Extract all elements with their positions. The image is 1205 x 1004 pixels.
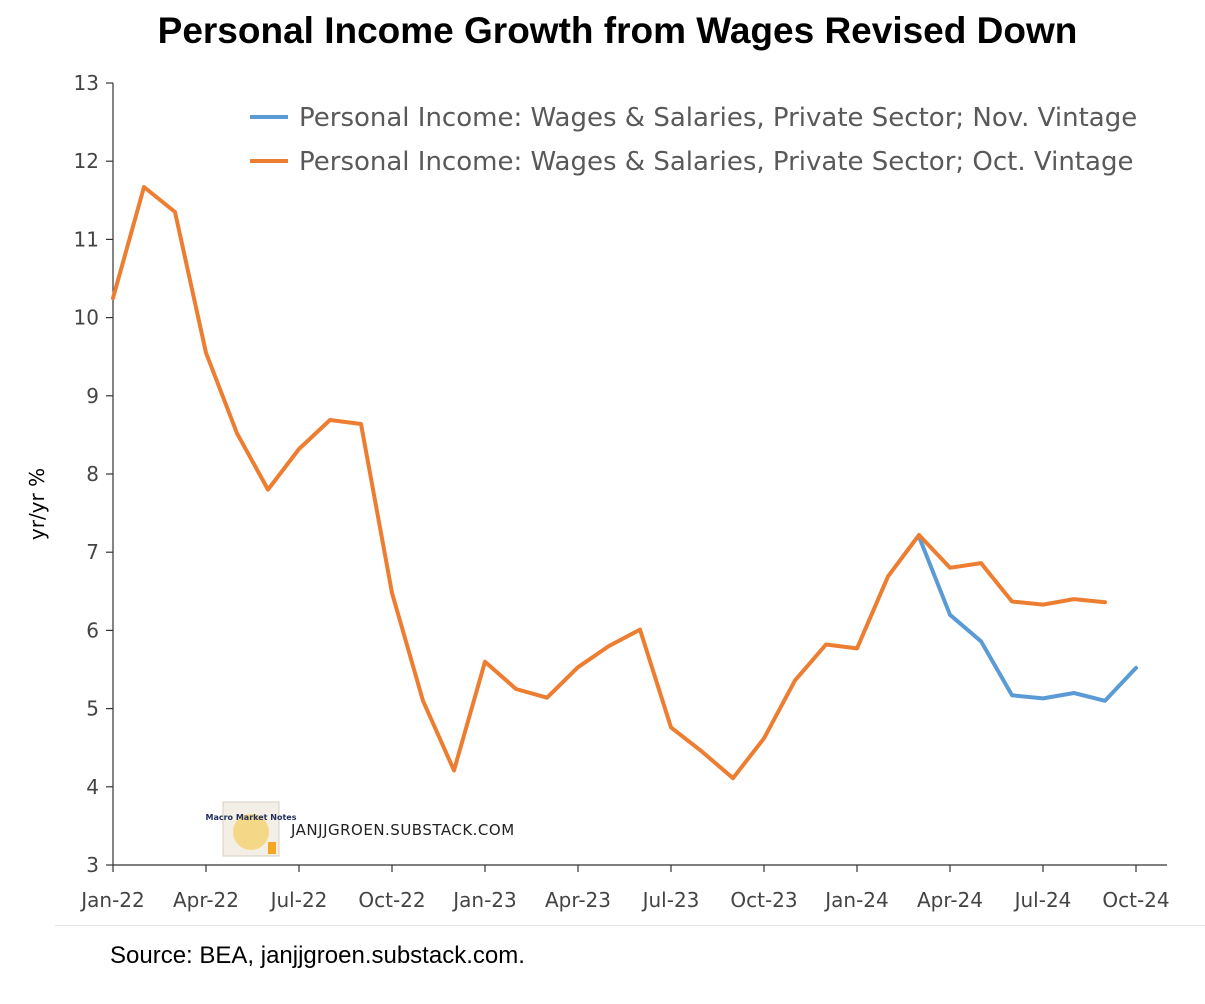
- y-tick-label: 13: [74, 71, 99, 95]
- legend-label: Personal Income: Wages & Salaries, Priva…: [299, 103, 1137, 133]
- y-tick-label: 12: [74, 149, 99, 173]
- source-note: Source: BEA, janjjgroen.substack.com.: [110, 942, 525, 969]
- x-tick-label: Oct-24: [1102, 888, 1169, 912]
- series-line-nov-vintage: [917, 534, 1138, 703]
- y-tick-label: 10: [74, 306, 99, 330]
- y-tick-label: 11: [74, 227, 99, 251]
- divider: [55, 925, 1205, 926]
- y-tick-label: 5: [86, 697, 99, 721]
- y-tick-label: 4: [86, 775, 99, 799]
- watermark-logo-text: Macro Market Notes: [206, 813, 297, 822]
- x-tick-label: Oct-22: [358, 888, 425, 912]
- x-tick-label: Jan-23: [451, 888, 517, 912]
- series-line-oct-vintage: [111, 185, 1107, 781]
- watermark: Macro Market Notes JANJJGROEN.SUBSTACK.C…: [206, 801, 515, 857]
- x-tick-label: Jan-22: [79, 888, 145, 912]
- chart-title: Personal Income Growth from Wages Revise…: [157, 10, 1078, 51]
- legend-label: Personal Income: Wages & Salaries, Priva…: [299, 147, 1133, 177]
- y-tick-label: 3: [86, 853, 99, 877]
- watermark-logo-circle: [233, 814, 269, 850]
- x-tick-label: Jul-23: [641, 888, 700, 912]
- watermark-logo-bar: [268, 842, 276, 854]
- y-tick-label: 9: [86, 384, 99, 408]
- x-tick-label: Oct-23: [730, 888, 797, 912]
- y-tick-label: 6: [86, 618, 99, 642]
- y-axis-label: yr/yr %: [25, 468, 49, 540]
- x-tick-label: Jan-24: [823, 888, 889, 912]
- x-tick-label: Apr-23: [545, 888, 611, 912]
- x-tick-label: Apr-24: [917, 888, 983, 912]
- x-tick-label: Jul-22: [269, 888, 328, 912]
- x-tick-label: Apr-22: [173, 888, 239, 912]
- watermark-text: JANJJGROEN.SUBSTACK.COM: [290, 821, 515, 839]
- x-tick-label: Jul-24: [1013, 888, 1072, 912]
- y-tick-label: 7: [86, 540, 99, 564]
- y-tick-label: 8: [86, 462, 99, 486]
